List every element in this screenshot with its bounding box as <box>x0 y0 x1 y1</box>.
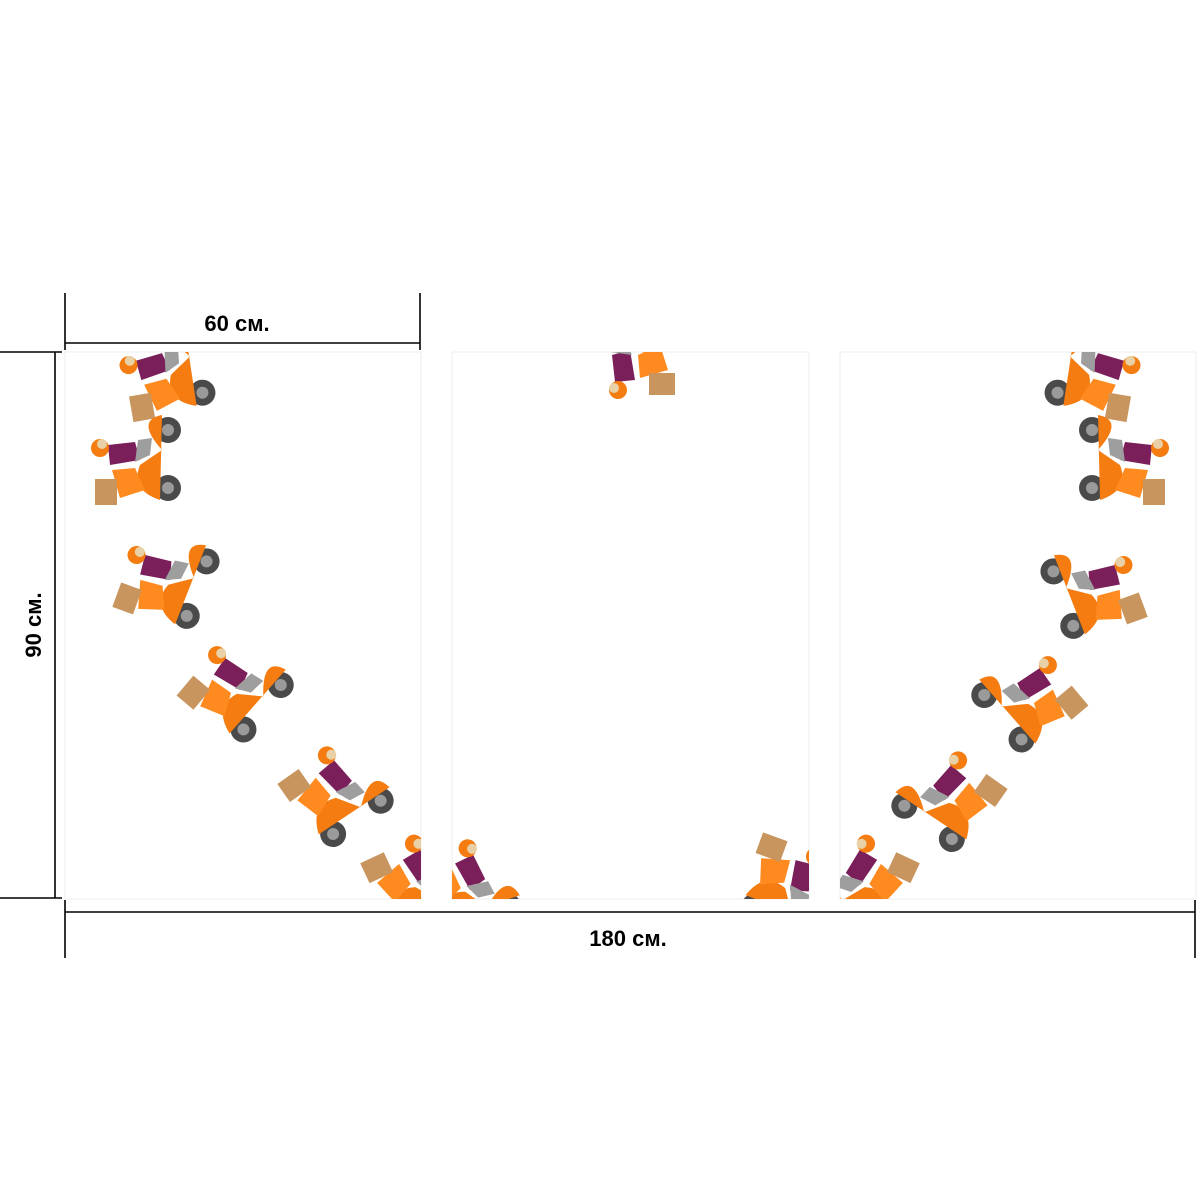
height-label: 90 см. <box>21 592 46 657</box>
width-total-label: 180 см. <box>589 926 666 951</box>
dimension-lines <box>0 293 1196 958</box>
panel-right <box>839 351 1197 900</box>
panel-left <box>64 351 422 900</box>
panel-middle <box>451 351 810 900</box>
width-panel-label: 60 см. <box>204 311 269 336</box>
